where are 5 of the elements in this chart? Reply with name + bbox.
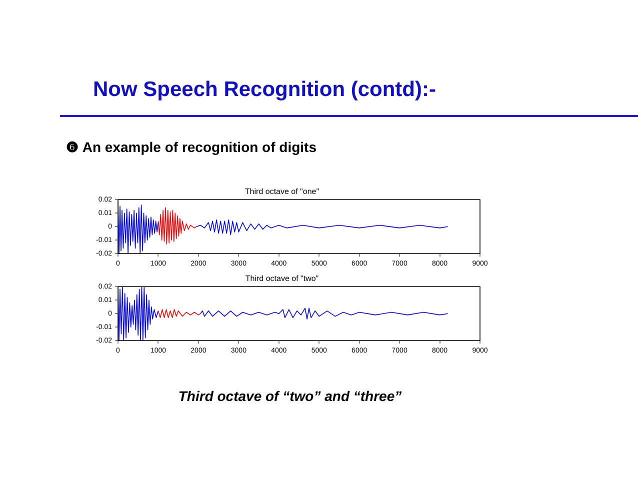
text: Third octave of “two” and “three” (177, 388, 403, 404)
chart-title: Third octave of "one" (244, 187, 320, 196)
text: ❻ An example of recognition of digits (66, 139, 316, 155)
text: Now Speech Recognition (contd):- (93, 78, 436, 102)
chart-title: Third octave of "two" (245, 274, 319, 284)
